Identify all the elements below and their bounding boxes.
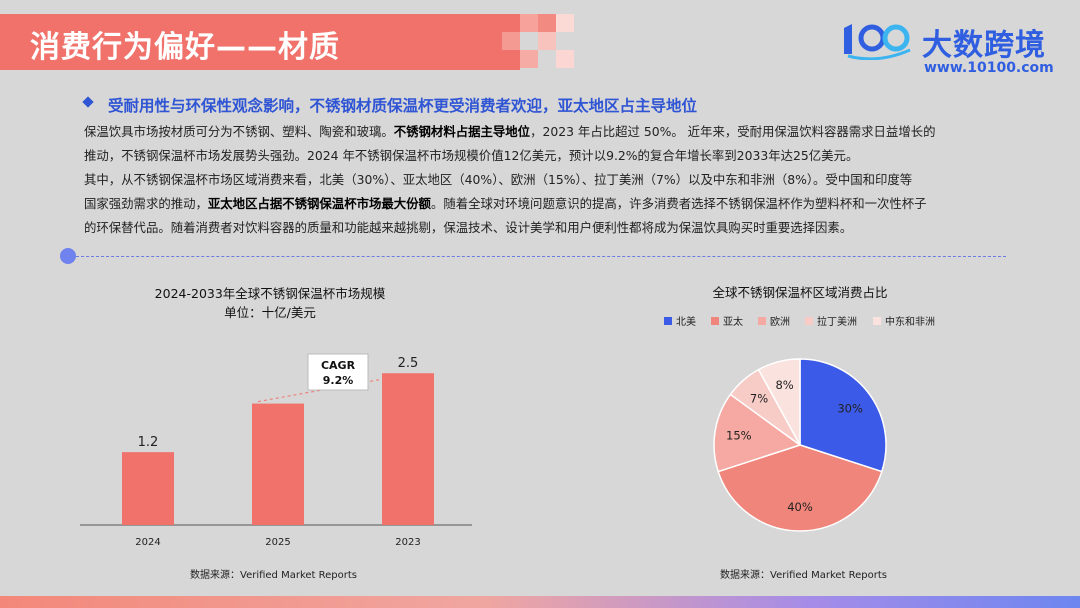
pie-slice-1: [717, 444, 883, 532]
body-line-5: 的环保替代品。随着消费者对饮料容器的质量和功能越来越挑剔，保温技术、设计美学和用…: [84, 220, 853, 235]
pie-slice-4: [757, 358, 801, 446]
body-line-1: 保温饮具市场按材质可分为不锈钢、塑料、陶瓷和玻璃。不锈钢材料占据主导地位，202…: [84, 124, 936, 139]
legend-swatch: [711, 317, 719, 325]
cagr-box: [307, 353, 369, 391]
footer-gradient-bar: [0, 596, 1080, 608]
legend-swatch: [758, 317, 766, 325]
x-tick-label: 2023: [395, 537, 420, 548]
logo-name: 大数跨境: [922, 28, 1046, 63]
pie-value-label: 7%: [750, 392, 768, 406]
legend-item: 北美: [676, 315, 696, 328]
bar-chart-title: 2024-2033年全球不锈钢保温杯市场规模: [154, 286, 386, 301]
x-tick-label: 2024: [135, 537, 160, 548]
bar-chart: 2024 1.2 2025 2023 2.5 CAGR 9.2%: [80, 353, 472, 548]
brand-logo: 大数跨境 www.10100.com: [838, 18, 1058, 80]
pie-value-label: 40%: [787, 500, 813, 514]
pie-legend: 北美 亚太 欧洲 拉丁美洲 中东和非洲: [664, 315, 935, 328]
bar-chart-source: 数据来源：Verified Market Reports: [190, 570, 357, 581]
subheading: 受耐用性与环保性观念影响，不锈钢材质保温杯更受消费者欢迎，亚太地区占主导地位: [108, 97, 698, 115]
pie-chart: 30% 40% 15% 7% 8%: [713, 358, 887, 532]
legend-item: 中东和非洲: [885, 315, 935, 328]
legend-swatch: [664, 317, 672, 325]
legend-swatch: [805, 317, 813, 325]
page-title: 消费行为偏好——材质: [30, 30, 340, 65]
pie-value-label: 30%: [837, 402, 863, 416]
logo-mark-icon: [844, 24, 911, 60]
legend-swatch: [873, 317, 881, 325]
bar-value-label: 1.2: [138, 435, 159, 450]
bar-value-label: 2.5: [398, 356, 419, 371]
cagr-value: 9.2%: [323, 374, 354, 387]
bar-2025: [252, 403, 304, 525]
legend-item: 亚太: [723, 315, 743, 328]
title-banner: 消费行为偏好——材质: [0, 14, 520, 70]
pie-value-label: 8%: [775, 378, 793, 392]
bar-chart-subtitle: 单位：十亿/美元: [224, 305, 316, 320]
cagr-label: CAGR: [321, 359, 356, 372]
divider-dot: [60, 248, 76, 264]
bar-2023: [382, 373, 434, 525]
pie-value-label: 15%: [726, 428, 752, 442]
pie-chart-title: 全球不锈钢保温杯区域消费占比: [712, 285, 888, 300]
bar-2024: [122, 452, 174, 525]
x-tick-label: 2025: [265, 537, 290, 548]
section-divider: [66, 256, 1006, 257]
pie-chart-source: 数据来源：Verified Market Reports: [720, 570, 887, 581]
legend-item: 拉丁美洲: [817, 315, 857, 328]
legend-item: 欧洲: [770, 316, 790, 328]
body-line-2: 推动，不锈钢保温杯市场发展势头强劲。2024 年不锈钢保温杯市场规模价值12亿美…: [84, 148, 859, 163]
pie-slice-2: [713, 393, 802, 473]
pie-slice-0: [799, 358, 887, 473]
body-line-3: 其中，从不锈钢保温杯市场区域消费来看，北美（30%）、亚太地区（40%）、欧洲（…: [84, 172, 913, 187]
logo-url: www.10100.com: [924, 60, 1054, 76]
body-line-4: 国家强劲需求的推动，亚太地区占据不锈钢保温杯市场最大份额。随着全球对环境问题意识…: [84, 196, 927, 211]
